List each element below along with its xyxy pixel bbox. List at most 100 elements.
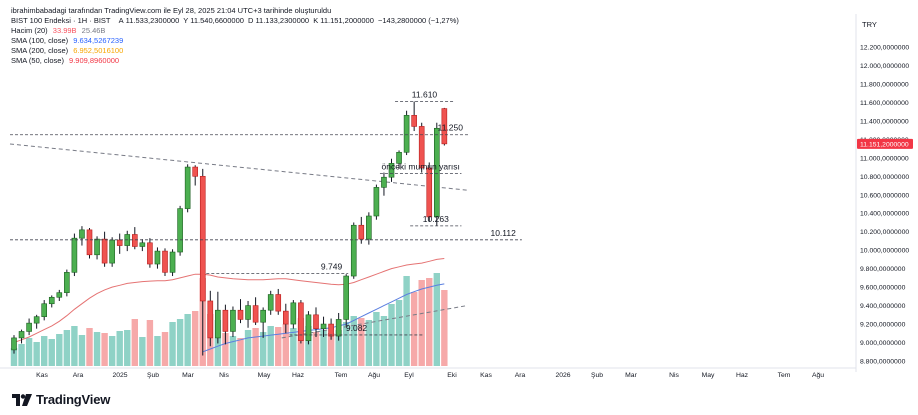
volume-bar bbox=[139, 337, 146, 366]
price-tick-label: 11.000,0000000 bbox=[860, 155, 909, 162]
volume-bar bbox=[124, 330, 131, 366]
volume-bar bbox=[48, 339, 55, 366]
price-tick-label: 9.200,0000000 bbox=[860, 322, 906, 329]
time-tick-label: Ağu bbox=[812, 372, 824, 379]
candle-body bbox=[441, 108, 448, 145]
volume-bar bbox=[403, 276, 410, 366]
candle-body bbox=[418, 126, 425, 169]
time-tick-label: May bbox=[702, 372, 715, 379]
sma50-legend[interactable]: SMA (50, close) 9.909,8960000 bbox=[11, 56, 119, 66]
volume-bar bbox=[86, 328, 93, 366]
open-value: 11.533,2300000 bbox=[125, 16, 180, 25]
candle-body bbox=[381, 176, 387, 188]
price-tick-label: 9.400,0000000 bbox=[860, 303, 906, 310]
volume-bar bbox=[418, 280, 425, 366]
time-tick-label: Ağu bbox=[368, 372, 380, 379]
volume-bar bbox=[335, 330, 342, 366]
volume-bar bbox=[441, 290, 448, 366]
symbol-name[interactable]: BIST 100 Endeksi · 1H · BIST bbox=[11, 16, 111, 25]
candle-body bbox=[139, 242, 146, 247]
sma100-label: SMA (100, close) bbox=[11, 36, 69, 45]
candle-body bbox=[26, 322, 32, 332]
volume-bar bbox=[101, 333, 108, 366]
candle-body bbox=[260, 309, 266, 323]
candle-body bbox=[282, 310, 289, 325]
volume-bar bbox=[146, 320, 154, 366]
volume-bar bbox=[320, 330, 327, 366]
volume-bar bbox=[56, 334, 63, 366]
price-tick-label: 10.200,0000000 bbox=[860, 229, 909, 236]
volume-label: Hacim (20) bbox=[11, 26, 48, 35]
candle-body bbox=[116, 239, 123, 246]
time-tick-label: Kas bbox=[36, 372, 48, 379]
time-tick-label: Ara bbox=[73, 372, 84, 379]
sma200-legend[interactable]: SMA (200, close) 6.952,5016100 bbox=[11, 46, 123, 56]
price-tick-label: 9.000,0000000 bbox=[860, 340, 906, 347]
level-label: 10.112 bbox=[490, 228, 516, 238]
price-tick-label: 11.400,0000000 bbox=[860, 118, 909, 125]
last-price-label: 11.151,2000000 bbox=[860, 141, 909, 148]
candle-body bbox=[71, 237, 78, 273]
candle-body bbox=[56, 292, 63, 298]
price-tick-label: 9.800,0000000 bbox=[860, 266, 906, 273]
candle-body bbox=[366, 215, 372, 240]
candle-body bbox=[252, 305, 259, 323]
volume-bar bbox=[108, 336, 116, 366]
candle-body bbox=[396, 151, 402, 164]
sma50-line bbox=[13, 258, 445, 343]
candle-body bbox=[109, 239, 115, 264]
volume-legend[interactable]: Hacim (20) 33.99B 25.46B bbox=[11, 26, 105, 36]
candle-body bbox=[290, 302, 297, 325]
time-tick-label: Haz bbox=[292, 372, 305, 379]
volume-bar bbox=[259, 332, 267, 366]
candle-body bbox=[275, 294, 282, 312]
candle-body bbox=[230, 309, 236, 332]
open-label: A bbox=[118, 16, 124, 25]
candle-body bbox=[33, 316, 40, 324]
volume-bar bbox=[41, 336, 48, 366]
candle-body bbox=[403, 115, 410, 153]
candle-body bbox=[388, 163, 395, 178]
candle-body bbox=[426, 167, 433, 218]
candle-body bbox=[18, 331, 25, 339]
price-tick-label: 11.800,0000000 bbox=[860, 81, 909, 88]
volume-bar bbox=[350, 316, 357, 366]
level-label: önceki mumun yarısı bbox=[381, 162, 459, 172]
volume-value-2: 25.46B bbox=[81, 26, 106, 35]
candle-body bbox=[199, 175, 206, 302]
candle-body bbox=[343, 275, 350, 320]
candle-body bbox=[64, 272, 70, 293]
time-tick-label: Tem bbox=[778, 372, 791, 379]
level-label: 9.082 bbox=[346, 323, 368, 333]
time-tick-label: Ara bbox=[515, 372, 526, 379]
volume-bar bbox=[10, 348, 18, 366]
tradingview-logo-icon bbox=[12, 393, 32, 406]
volume-bar bbox=[426, 278, 433, 366]
low-label: D bbox=[248, 16, 254, 25]
sma100-legend[interactable]: SMA (100, close) 9.634,5267239 bbox=[11, 36, 123, 46]
candle-body bbox=[154, 250, 161, 265]
volume-bar bbox=[365, 320, 373, 366]
candle-body bbox=[169, 251, 176, 273]
candle-body bbox=[411, 115, 417, 127]
volume-bar bbox=[18, 344, 25, 366]
symbol-legend: BIST 100 Endeksi · 1H · BIST A 11.533,230… bbox=[11, 16, 461, 26]
volume-bar bbox=[161, 332, 169, 366]
volume-bar bbox=[244, 330, 252, 366]
time-tick-label: Nis bbox=[219, 372, 229, 379]
high-label: Y bbox=[183, 16, 189, 25]
time-tick-label: Tem bbox=[335, 372, 348, 379]
candle-body bbox=[335, 319, 342, 337]
sma50-value: 9.909,8960000 bbox=[69, 56, 120, 65]
volume-bar bbox=[71, 326, 78, 366]
level-label: 11.250 bbox=[438, 123, 464, 133]
volume-bar bbox=[305, 326, 312, 366]
low-value: 11.133,2300000 bbox=[255, 16, 310, 25]
candle-body bbox=[192, 166, 198, 177]
candle-body bbox=[184, 166, 191, 209]
volume-bar bbox=[63, 330, 71, 366]
volume-bar bbox=[312, 332, 320, 366]
last-price-badge bbox=[857, 138, 913, 149]
price-tick-label: 10.800,0000000 bbox=[860, 174, 909, 181]
